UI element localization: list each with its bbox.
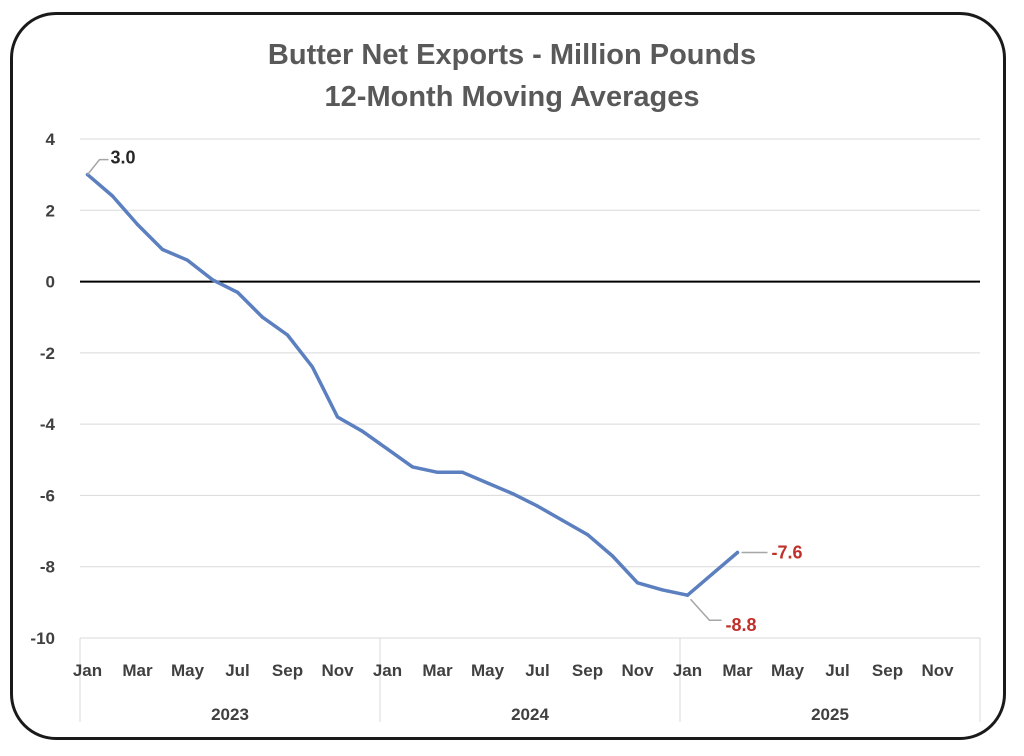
x-tick-label: Sep	[872, 661, 903, 680]
x-tick-label: Sep	[272, 661, 303, 680]
data-point	[610, 554, 615, 558]
x-tick-label: Jul	[825, 661, 850, 680]
data-point	[535, 504, 540, 508]
x-tick-label: Mar	[422, 661, 453, 680]
data-point	[460, 470, 465, 474]
data-point	[285, 333, 290, 337]
y-tick-label: -8	[40, 558, 55, 577]
data-point	[160, 247, 165, 252]
data-point	[210, 278, 215, 282]
x-tick-label: Jul	[225, 661, 250, 680]
data-point	[735, 550, 740, 555]
data-label: -7.6	[772, 542, 803, 562]
chart-frame	[10, 12, 1006, 740]
data-point	[360, 429, 365, 433]
year-label: 2024	[511, 705, 549, 724]
data-point	[710, 572, 715, 576]
x-axis-ticks: Jan Mar May Jul Sep Nov Jan Mar May Jul Sep Nov Jan M…	[73, 661, 954, 680]
data-point	[335, 415, 340, 419]
data-point	[235, 290, 240, 294]
x-tick-label: May	[771, 661, 805, 680]
y-tick-label: -2	[40, 344, 55, 363]
y-tick-label: -6	[40, 486, 55, 505]
y-tick-label: -4	[40, 415, 56, 434]
x-tick-label: Nov	[621, 661, 654, 680]
data-point	[560, 518, 565, 522]
data-point	[260, 315, 265, 319]
data-label-leader	[689, 598, 722, 621]
data-label-leader	[86, 158, 109, 176]
y-tick-label: 4	[46, 130, 56, 149]
year-label: 2023	[211, 705, 249, 724]
x-axis	[79, 280, 981, 722]
data-labels: 3.0 -8.8 -7.6	[86, 148, 803, 635]
y-tick-label: -10	[30, 629, 55, 648]
data-label: -8.8	[726, 615, 757, 635]
year-labels: 2023 2024 2025	[211, 705, 849, 724]
x-tick-label: Jan	[373, 661, 402, 680]
data-point	[185, 258, 190, 262]
data-point	[660, 588, 665, 592]
data-point	[410, 465, 415, 469]
data-point	[310, 365, 315, 369]
x-tick-label: May	[471, 661, 505, 680]
chart-subtitle: 12-Month Moving Averages	[325, 81, 700, 113]
data-point	[385, 447, 390, 451]
year-label: 2025	[811, 705, 849, 724]
x-tick-label: Jan	[73, 661, 102, 680]
x-tick-label: Sep	[572, 661, 603, 680]
x-tick-label: Nov	[321, 661, 354, 680]
x-tick-label: Jan	[673, 661, 702, 680]
data-label: 3.0	[111, 148, 136, 168]
y-tick-label: 0	[46, 273, 55, 292]
data-point	[635, 581, 640, 585]
x-tick-label: May	[171, 661, 205, 680]
series-line	[85, 172, 740, 597]
chart-title: Butter Net Exports - Million Pounds	[268, 39, 756, 71]
data-point	[135, 222, 140, 227]
data-point	[585, 533, 590, 537]
x-tick-label: Mar	[122, 661, 153, 680]
data-point	[685, 593, 690, 597]
y-axis-ticks: 4 2 0 -2 -4 -6 -8 -10	[30, 130, 55, 648]
data-point	[110, 194, 115, 198]
y-tick-label: 2	[46, 201, 55, 220]
gridlines	[80, 138, 980, 639]
data-point	[510, 492, 515, 496]
x-tick-label: Nov	[921, 661, 954, 680]
x-tick-label: Mar	[722, 661, 753, 680]
data-point	[485, 481, 490, 485]
data-point	[435, 470, 440, 474]
x-tick-label: Jul	[525, 661, 550, 680]
series-layer	[85, 172, 740, 597]
